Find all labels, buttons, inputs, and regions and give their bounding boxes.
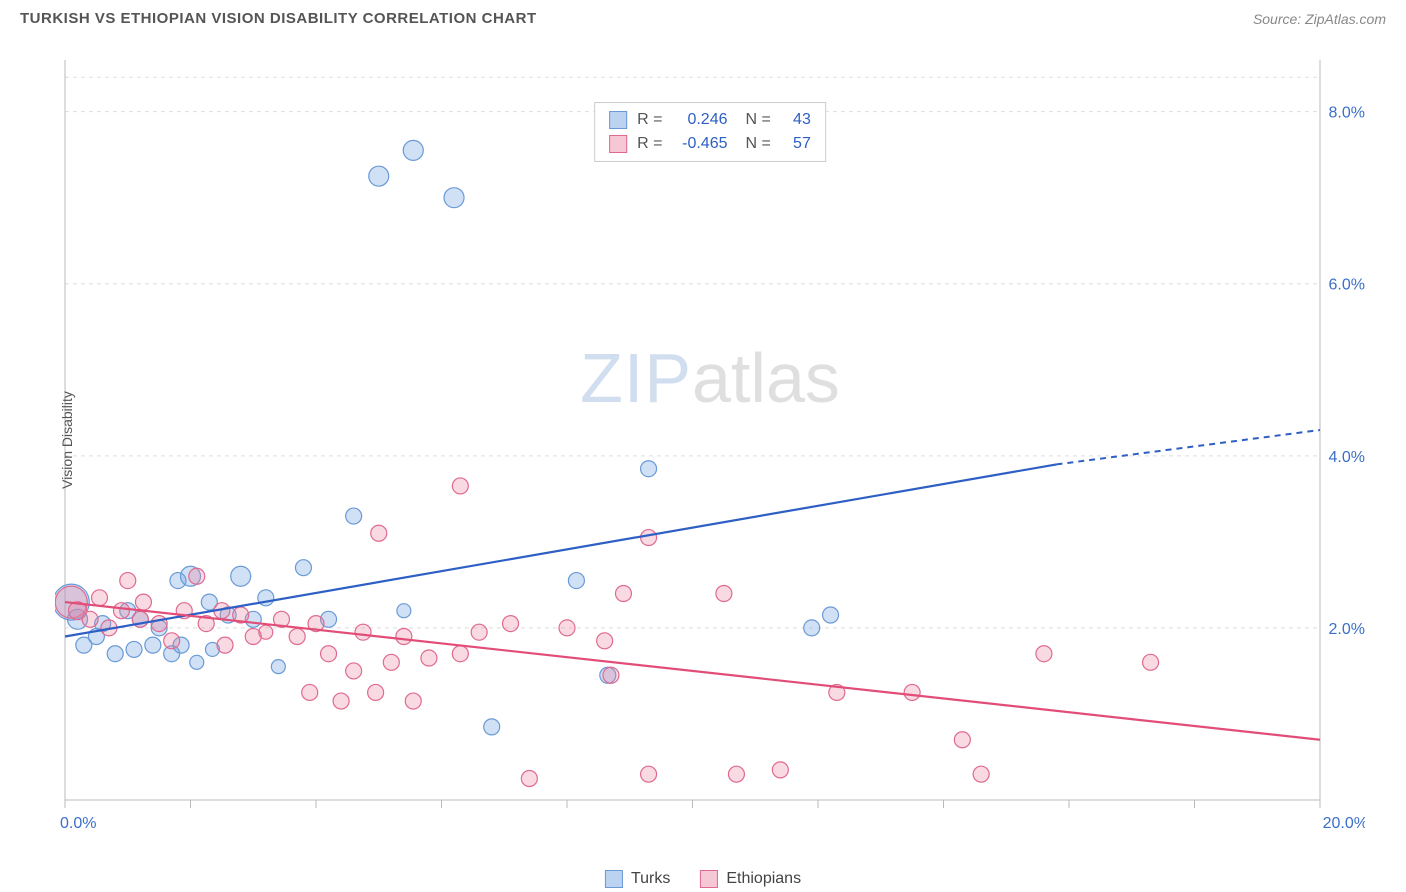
data-point xyxy=(728,766,744,782)
data-point xyxy=(421,650,437,666)
svg-text:0.0%: 0.0% xyxy=(60,815,96,830)
data-point xyxy=(189,568,205,584)
data-point xyxy=(145,637,161,653)
data-point xyxy=(321,646,337,662)
data-point xyxy=(403,140,423,160)
scatter-chart: 2.0% 4.0% 6.0% 8.0% 0.0% 20.0% xyxy=(55,50,1365,830)
data-point xyxy=(444,188,464,208)
data-point xyxy=(597,633,613,649)
data-point xyxy=(107,646,123,662)
r-label: R = xyxy=(637,108,662,132)
data-point xyxy=(217,637,233,653)
correlation-row: R = -0.465 N = 57 xyxy=(609,132,811,156)
chart-title: TURKISH VS ETHIOPIAN VISION DISABILITY C… xyxy=(20,10,537,27)
data-point xyxy=(716,585,732,601)
data-point xyxy=(954,732,970,748)
data-point xyxy=(521,770,537,786)
data-point xyxy=(396,629,412,645)
legend-swatch xyxy=(605,870,623,888)
trend-line-extrapolated xyxy=(1056,430,1320,464)
svg-text:6.0%: 6.0% xyxy=(1329,277,1365,294)
data-point xyxy=(289,629,305,645)
data-point xyxy=(113,603,129,619)
r-value: 0.246 xyxy=(673,108,728,132)
data-point xyxy=(333,693,349,709)
data-point xyxy=(164,633,180,649)
data-point xyxy=(120,573,136,589)
trend-line xyxy=(65,602,1320,740)
r-label: R = xyxy=(637,132,662,156)
data-point xyxy=(369,166,389,186)
data-point xyxy=(804,620,820,636)
legend-item: Ethiopians xyxy=(700,870,801,888)
data-point xyxy=(641,766,657,782)
data-point xyxy=(772,762,788,778)
data-point xyxy=(397,604,411,618)
series-legend: Turks Ethiopians xyxy=(605,870,801,888)
data-point xyxy=(471,624,487,640)
data-point xyxy=(452,478,468,494)
svg-text:20.0%: 20.0% xyxy=(1323,815,1365,830)
n-label: N = xyxy=(746,132,771,156)
data-point xyxy=(92,590,108,606)
data-point xyxy=(231,566,251,586)
data-point xyxy=(346,508,362,524)
legend-label: Ethiopians xyxy=(726,870,801,888)
legend-swatch xyxy=(609,111,627,129)
data-point xyxy=(368,684,384,700)
data-point xyxy=(405,693,421,709)
legend-swatch xyxy=(609,135,627,153)
n-label: N = xyxy=(746,108,771,132)
legend-swatch xyxy=(700,870,718,888)
r-value: -0.465 xyxy=(673,132,728,156)
data-point xyxy=(126,641,142,657)
data-point xyxy=(452,646,468,662)
legend-item: Turks xyxy=(605,870,670,888)
data-point xyxy=(484,719,500,735)
svg-text:8.0%: 8.0% xyxy=(1329,105,1365,122)
data-point xyxy=(135,594,151,610)
data-point xyxy=(82,611,98,627)
data-point xyxy=(383,654,399,670)
data-point xyxy=(615,585,631,601)
chart-area: Vision Disability 2.0% 4.0% 6.0% 8.0% 0.0% 20… xyxy=(55,50,1365,830)
correlation-row: R = 0.246 N = 43 xyxy=(609,108,811,132)
data-point xyxy=(346,663,362,679)
data-point xyxy=(904,684,920,700)
trend-line xyxy=(65,464,1056,636)
y-axis-label: Vision Disability xyxy=(59,391,75,489)
source-label: Source: ZipAtlas.com xyxy=(1253,11,1386,27)
data-point xyxy=(302,684,318,700)
data-point xyxy=(259,625,273,639)
correlation-legend: R = 0.246 N = 43 R = -0.465 N = 57 xyxy=(594,102,826,162)
data-point xyxy=(151,616,167,632)
data-point xyxy=(503,616,519,632)
n-value: 43 xyxy=(781,108,811,132)
data-point xyxy=(603,667,619,683)
data-point xyxy=(641,461,657,477)
data-point xyxy=(190,655,204,669)
data-point xyxy=(568,573,584,589)
data-point xyxy=(1143,654,1159,670)
data-point xyxy=(355,624,371,640)
data-point xyxy=(371,525,387,541)
data-point xyxy=(559,620,575,636)
data-point xyxy=(295,560,311,576)
svg-text:4.0%: 4.0% xyxy=(1329,449,1365,466)
data-point xyxy=(271,660,285,674)
legend-label: Turks xyxy=(631,870,670,888)
data-point xyxy=(1036,646,1052,662)
svg-text:2.0%: 2.0% xyxy=(1329,621,1365,638)
data-point xyxy=(823,607,839,623)
n-value: 57 xyxy=(781,132,811,156)
data-point xyxy=(641,530,657,546)
data-point xyxy=(973,766,989,782)
